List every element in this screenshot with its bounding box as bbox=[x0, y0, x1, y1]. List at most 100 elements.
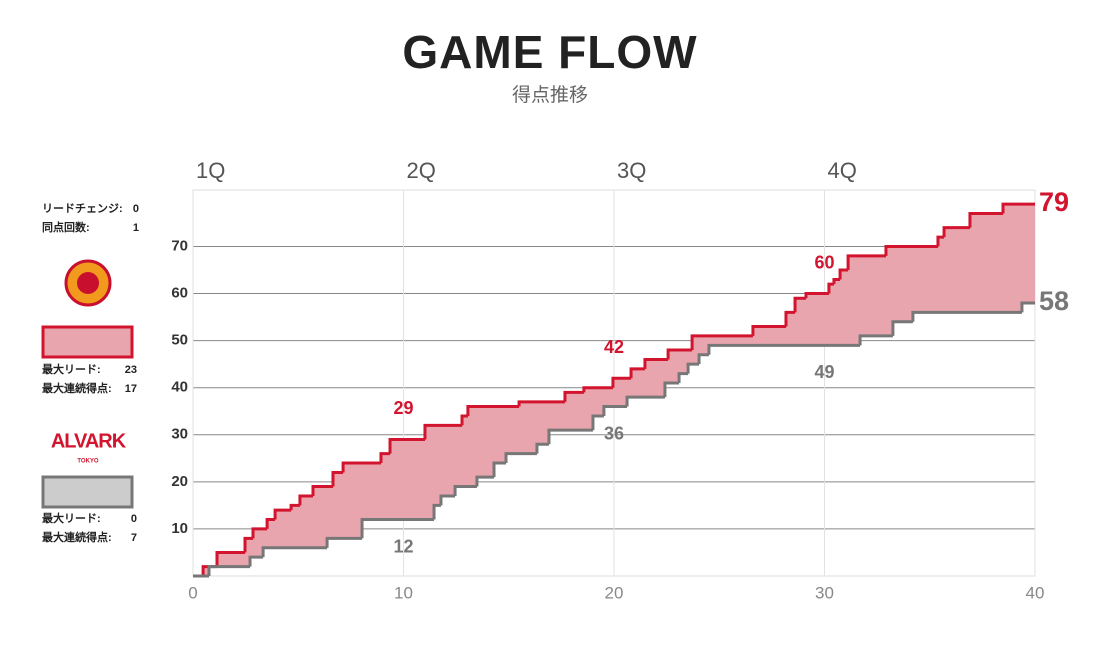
quarter-label: 1Q bbox=[196, 158, 225, 183]
step-segment bbox=[911, 310, 1022, 322]
step-segment bbox=[460, 414, 468, 426]
x-tick-label: 30 bbox=[815, 583, 834, 602]
step-segment bbox=[936, 235, 945, 247]
y-tick-label: 50 bbox=[171, 332, 188, 349]
y-tick-label: 70 bbox=[171, 237, 188, 254]
stat-label: 最大連続得点: bbox=[42, 530, 112, 544]
y-tick-label: 40 bbox=[171, 379, 188, 396]
step-segment bbox=[968, 212, 1003, 228]
x-tick-label: 0 bbox=[188, 583, 197, 602]
step-segment bbox=[663, 381, 680, 398]
y-tick-label: 10 bbox=[171, 520, 188, 537]
step-segment bbox=[517, 400, 565, 407]
step-segment bbox=[298, 494, 313, 506]
step-segment bbox=[466, 405, 520, 416]
quarter-score: 12 bbox=[393, 536, 413, 556]
step-segment bbox=[591, 414, 604, 431]
step-segment bbox=[827, 282, 834, 294]
step-segment bbox=[690, 334, 753, 351]
step-segment bbox=[643, 357, 669, 369]
quarter-label: 4Q bbox=[828, 158, 857, 183]
stat-value: 23 bbox=[125, 364, 137, 376]
step-segment bbox=[379, 452, 391, 464]
step-segment bbox=[1001, 202, 1035, 214]
stat-value: 0 bbox=[133, 203, 139, 215]
step-segment bbox=[697, 353, 709, 365]
step-segment bbox=[325, 536, 363, 548]
step-segment bbox=[942, 226, 970, 238]
step-segment bbox=[331, 470, 344, 487]
quarter-score: 29 bbox=[393, 398, 413, 418]
team-legend-box bbox=[41, 325, 134, 359]
step-segment bbox=[311, 485, 333, 496]
step-segment bbox=[838, 268, 849, 280]
step-segment bbox=[1020, 301, 1035, 313]
step-segment bbox=[784, 310, 796, 327]
step-segment bbox=[858, 334, 893, 346]
y-tick-label: 20 bbox=[171, 473, 188, 490]
step-segment bbox=[891, 320, 913, 336]
step-segment bbox=[504, 452, 537, 464]
step-segment bbox=[261, 546, 328, 558]
step-segment bbox=[846, 254, 886, 271]
lead-area bbox=[193, 204, 1035, 576]
final-score: 79 bbox=[1039, 187, 1069, 217]
team-logo bbox=[64, 259, 112, 307]
step-segment bbox=[215, 550, 245, 567]
step-segment bbox=[666, 348, 693, 360]
step-segment bbox=[439, 494, 456, 506]
step-segment bbox=[251, 527, 268, 539]
step-segment bbox=[453, 485, 477, 496]
step-segment bbox=[273, 508, 292, 520]
stat-label: リードチェンジ: bbox=[42, 202, 123, 215]
stat-label: 最大連続得点: bbox=[42, 381, 112, 395]
step-segment bbox=[248, 555, 264, 567]
step-segment bbox=[535, 442, 549, 454]
step-line bbox=[193, 202, 1035, 578]
step-segment bbox=[751, 325, 786, 336]
x-tick-label: 10 bbox=[394, 583, 413, 602]
stat-value: 1 bbox=[133, 222, 139, 234]
step-segment bbox=[341, 461, 381, 473]
step-segment bbox=[432, 503, 441, 520]
stat-value: 0 bbox=[131, 513, 137, 525]
step-segment bbox=[265, 518, 276, 529]
team-legend-box bbox=[41, 475, 134, 509]
step-segment bbox=[602, 405, 628, 416]
step-segment bbox=[793, 296, 806, 313]
step-segment bbox=[289, 503, 300, 511]
stat-value: 17 bbox=[125, 383, 137, 395]
stat-label: 同点回数: bbox=[42, 220, 90, 234]
quarter-score: 60 bbox=[814, 252, 834, 272]
y-tick-label: 60 bbox=[171, 285, 188, 302]
step-segment bbox=[686, 362, 700, 374]
step-segment bbox=[582, 386, 613, 393]
step-segment bbox=[360, 518, 435, 539]
step-segment bbox=[547, 428, 593, 445]
team-logo-name: ALVARK bbox=[51, 430, 127, 452]
step-segment bbox=[243, 536, 253, 553]
quarter-label: 2Q bbox=[407, 158, 436, 183]
stat-label: 最大リード: bbox=[42, 362, 101, 376]
quarter-label: 3Q bbox=[617, 158, 646, 183]
team-logo-city: TOKYO bbox=[77, 459, 99, 465]
stat-value: 7 bbox=[131, 532, 137, 544]
step-segment bbox=[884, 244, 938, 256]
x-tick-label: 20 bbox=[605, 583, 624, 602]
step-segment bbox=[475, 475, 495, 487]
y-tick-label: 30 bbox=[171, 426, 188, 443]
x-tick-label: 40 bbox=[1026, 583, 1045, 602]
quarter-score: 36 bbox=[604, 423, 624, 443]
step-segment bbox=[677, 372, 689, 383]
step-segment bbox=[832, 277, 841, 285]
quarter-score: 49 bbox=[814, 362, 834, 382]
step-segment bbox=[707, 343, 861, 355]
chart-subtitle: 得点推移 bbox=[512, 84, 588, 106]
step-line bbox=[193, 301, 1035, 578]
final-score: 58 bbox=[1039, 286, 1069, 316]
stat-label: 最大リード: bbox=[42, 511, 101, 525]
step-segment bbox=[207, 565, 251, 576]
step-segment bbox=[423, 423, 463, 440]
logo-inner bbox=[77, 272, 99, 294]
